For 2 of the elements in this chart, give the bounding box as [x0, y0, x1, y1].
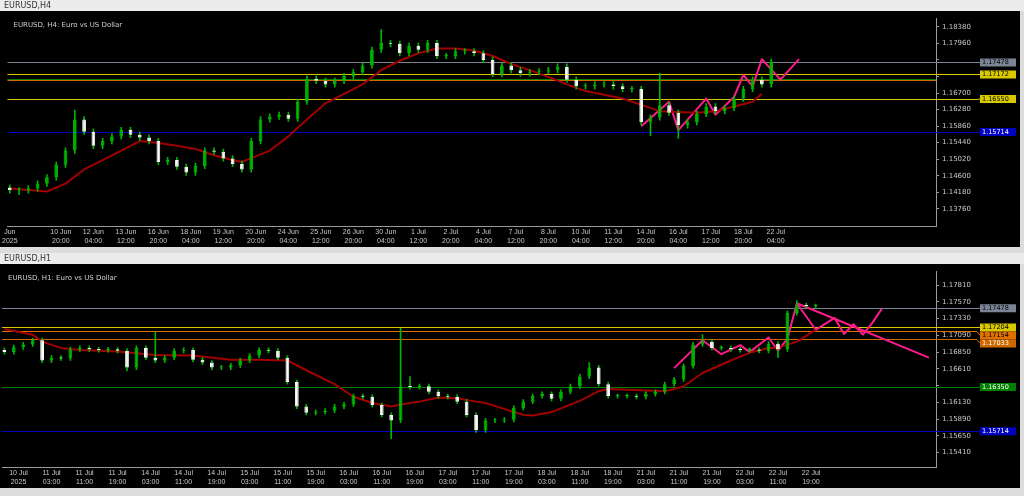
chart-title: EURUSD,H1 [0, 253, 1024, 264]
chart-title: EURUSD,H4 [0, 0, 1024, 11]
